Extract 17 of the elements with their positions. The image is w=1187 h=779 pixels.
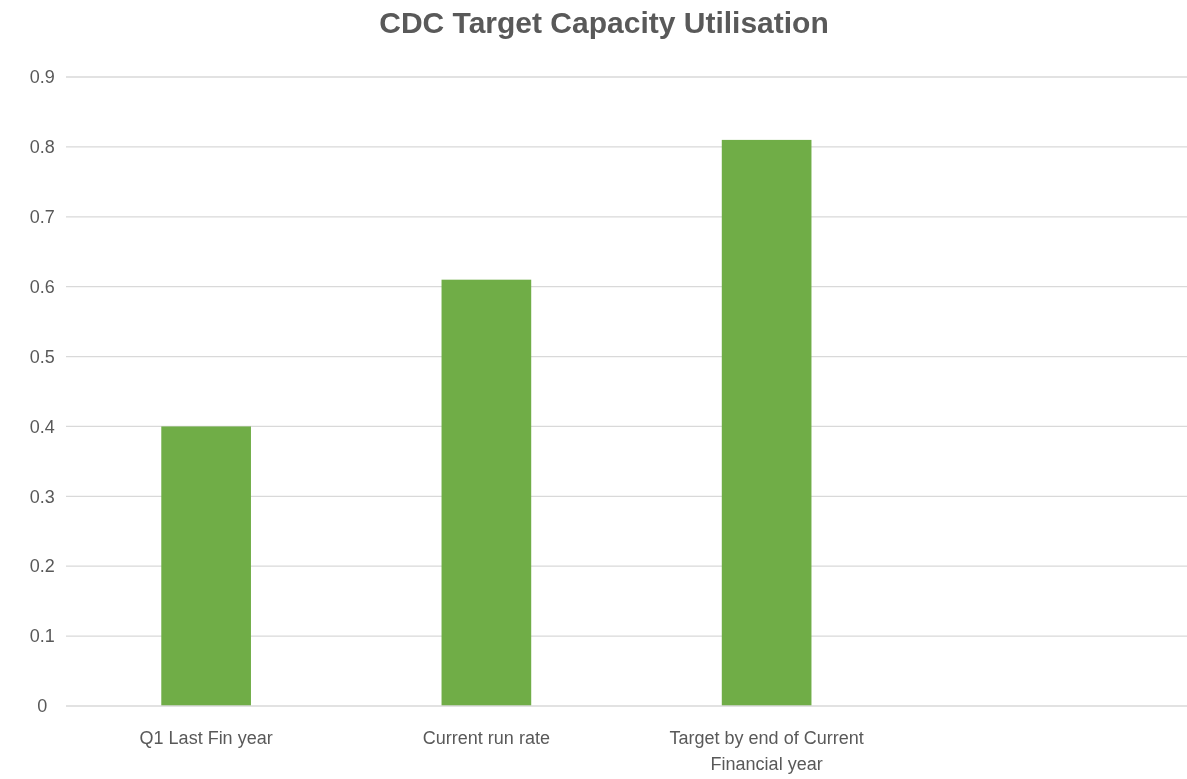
y-tick-label: 0.8 [29,137,55,158]
y-tick-label: 0.4 [29,416,55,437]
bar [441,279,532,706]
y-tick-label: 0.2 [29,556,55,577]
y-tick-label: 0.7 [29,207,55,228]
y-tick-label: 0.6 [29,276,55,297]
x-tick-label: Current run rate [422,728,550,748]
y-tick-label: 0 [37,696,48,717]
bar [721,139,812,706]
y-tick-label: 0.3 [29,486,55,507]
y-tick-label: 0.1 [29,626,55,647]
chart-title: CDC Target Capacity Utilisation [379,6,829,39]
x-tick-label: Target by end of Current Financial year [669,728,864,775]
y-tick-label: 0.5 [29,346,55,367]
x-tick-label: Q1 Last Fin year [139,728,273,748]
y-tick-label: 0.9 [29,67,55,88]
bar [161,426,251,706]
